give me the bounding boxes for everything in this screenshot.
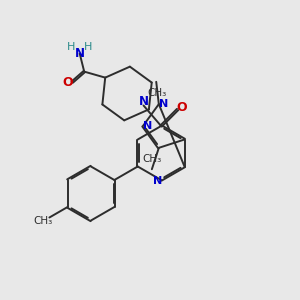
Text: H: H (67, 42, 75, 52)
Text: CH₃: CH₃ (33, 216, 52, 226)
Text: CH₃: CH₃ (147, 88, 167, 98)
Text: H: H (84, 42, 92, 52)
Text: CH₃: CH₃ (143, 154, 162, 164)
Text: O: O (176, 100, 187, 114)
Text: N: N (153, 176, 162, 186)
Text: N: N (75, 47, 85, 60)
Text: N: N (159, 99, 168, 109)
Text: O: O (62, 76, 73, 89)
Text: N: N (139, 95, 148, 108)
Text: N: N (143, 121, 152, 131)
